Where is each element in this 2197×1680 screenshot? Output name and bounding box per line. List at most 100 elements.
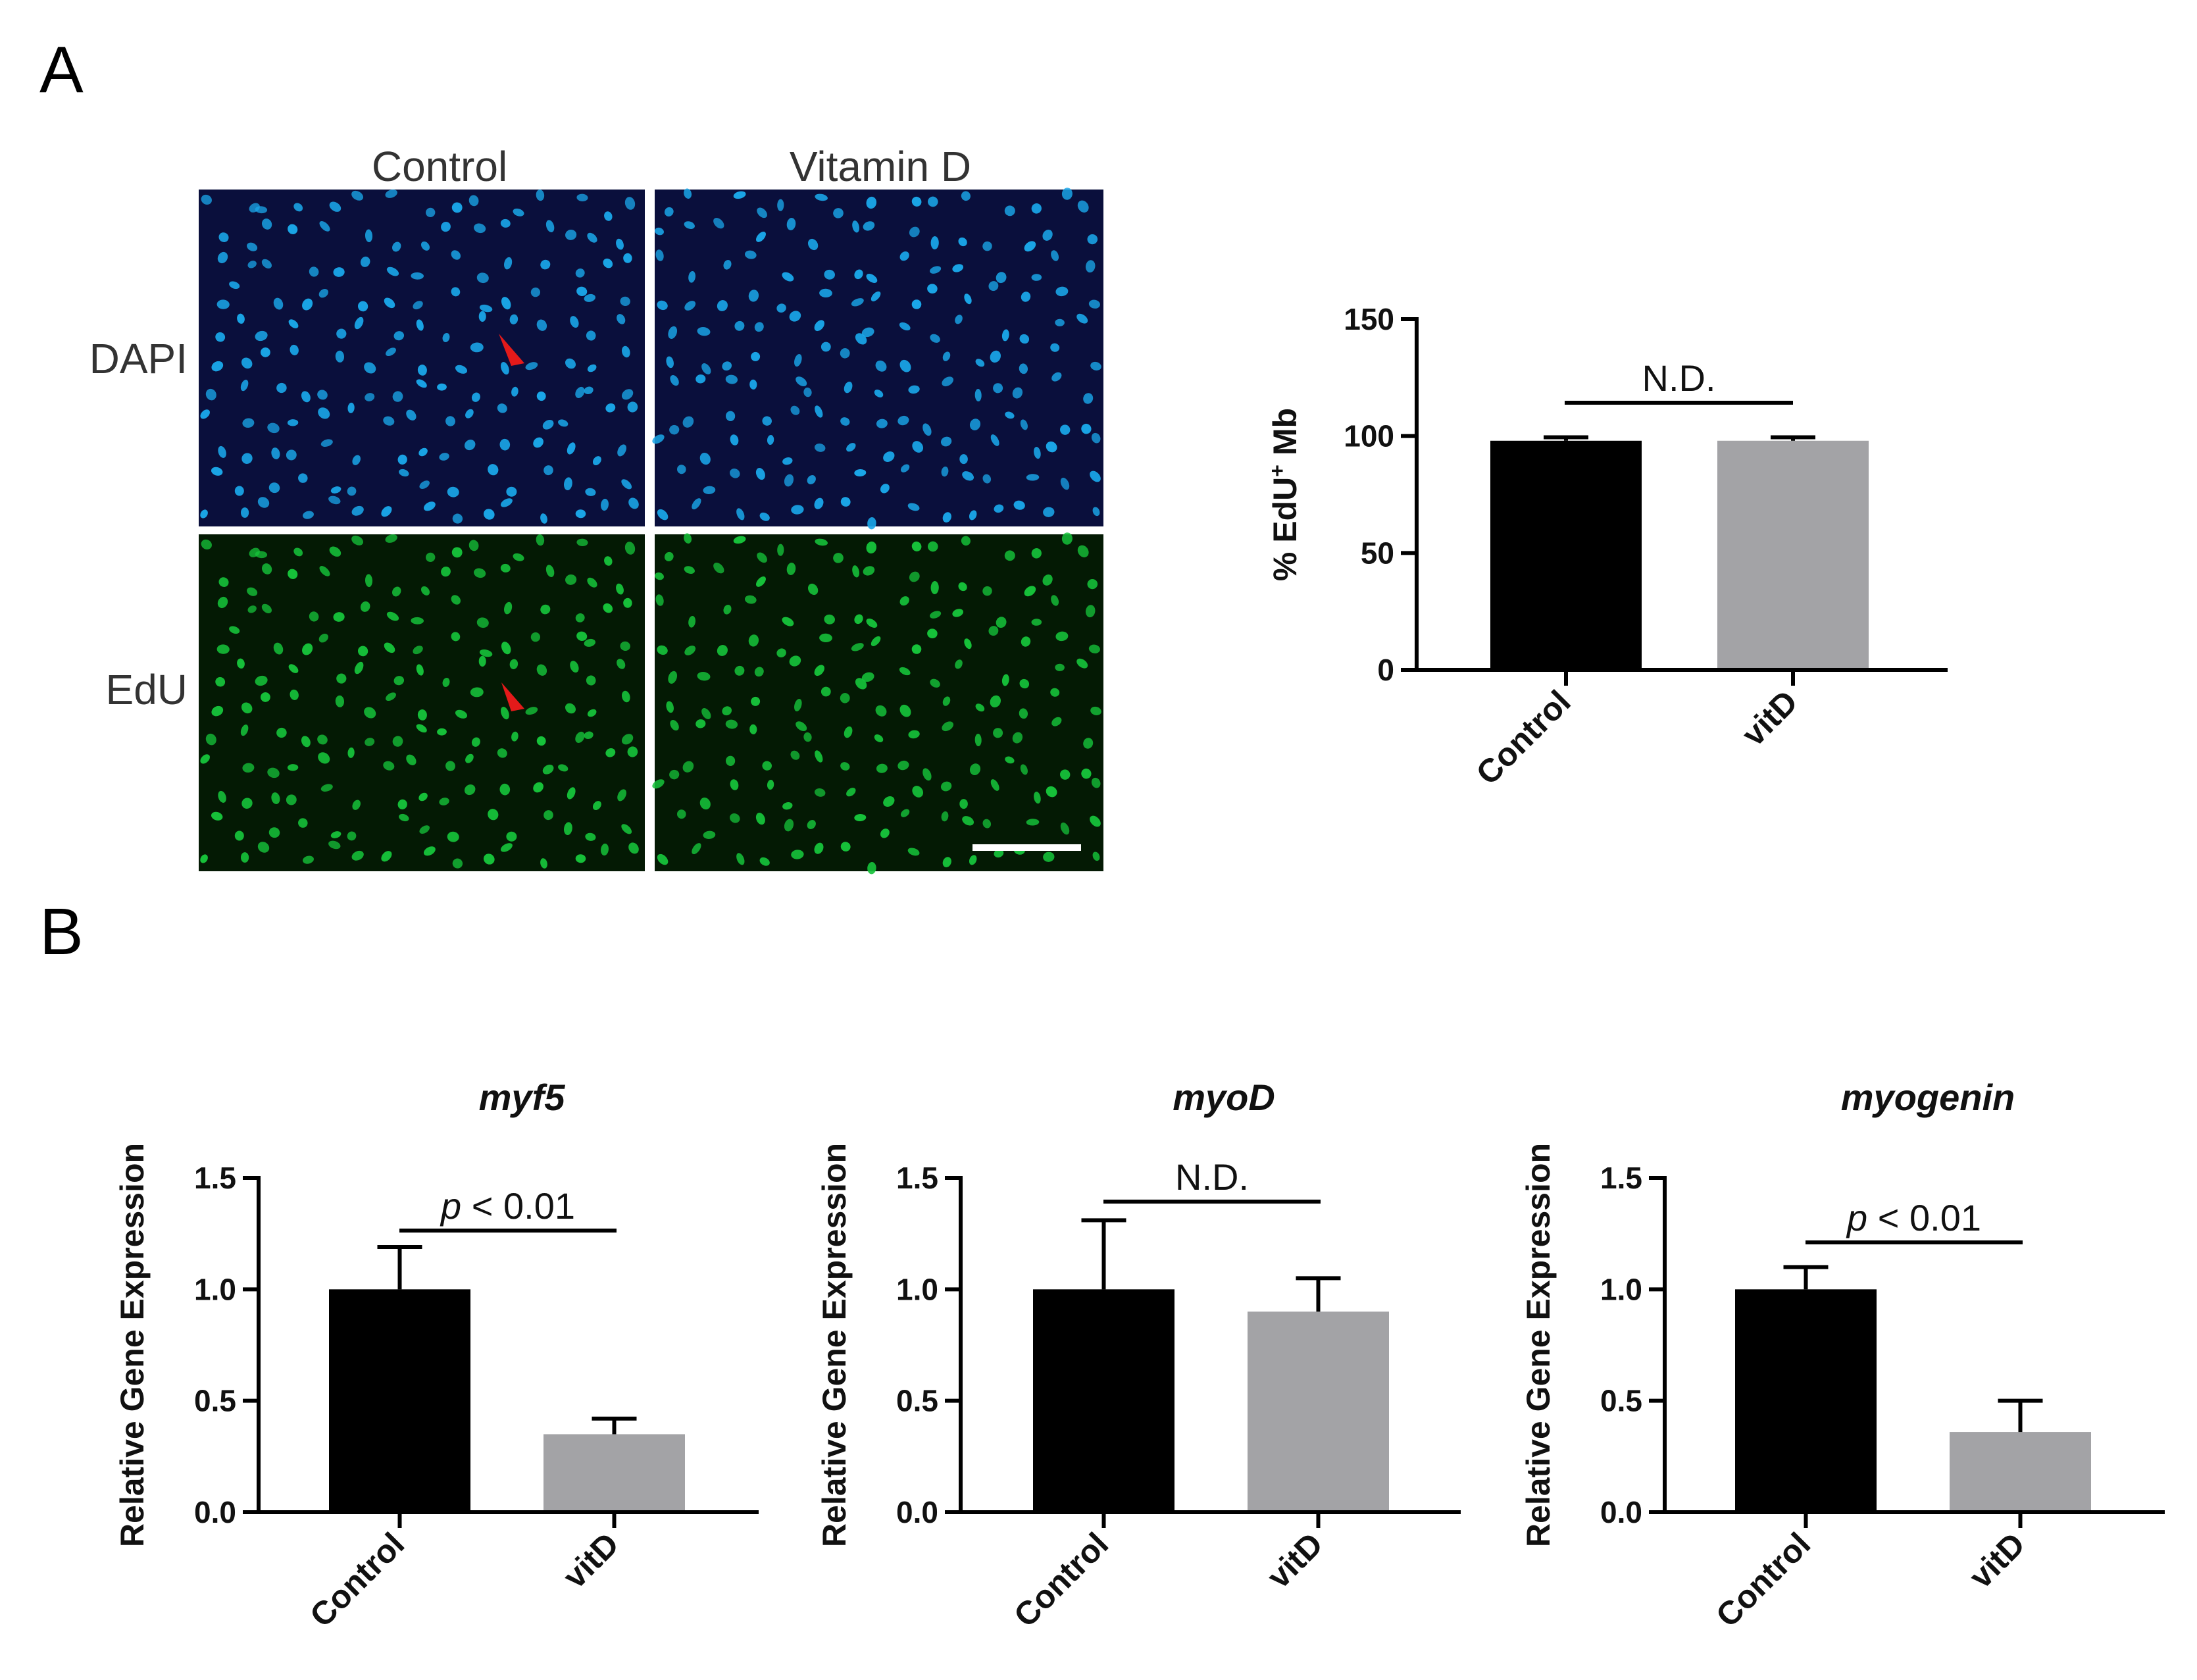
nucleus-edu-vitamin-d [657, 645, 668, 655]
nucleus-dapi-control [575, 268, 585, 278]
nucleus-dapi-control [364, 362, 376, 374]
nucleus-dapi-control [592, 456, 601, 466]
nucleus-edu-vitamin-d [871, 636, 881, 646]
nucleus-edu-vitamin-d [993, 728, 1003, 738]
nucleus-dapi-vitamin-d [723, 259, 732, 270]
nucleus-edu-vitamin-d [942, 857, 951, 867]
nucleus-dapi-vitamin-d [969, 510, 977, 521]
nucleus-edu-vitamin-d [699, 798, 711, 810]
nucleus-dapi-vitamin-d [657, 509, 669, 521]
nucleus-dapi-vitamin-d [964, 293, 972, 305]
nucleus-edu-vitamin-d [668, 671, 678, 684]
nucleus-dapi-vitamin-d [703, 486, 716, 494]
chart-title: myogenin [1841, 1077, 2015, 1118]
nucleus-edu-control [628, 842, 639, 854]
bar-vitd [1248, 1311, 1389, 1512]
nucleus-dapi-control [536, 190, 545, 201]
column-label-vitamin-d: Vitamin D [790, 143, 971, 190]
nucleus-edu-vitamin-d [684, 646, 696, 655]
y-tick-label: 50 [1361, 536, 1394, 570]
nucleus-dapi-vitamin-d [701, 363, 711, 374]
nucleus-edu-vitamin-d [866, 541, 877, 554]
x-tick-label-vitd: vitD [1962, 1525, 2032, 1595]
nucleus-dapi-vitamin-d [1051, 372, 1062, 382]
nucleus-edu-control [333, 612, 345, 622]
nucleus-edu-control [416, 724, 427, 733]
nucleus-dapi-vitamin-d [897, 415, 909, 426]
nucleus-dapi-control [470, 342, 484, 353]
nucleus-edu-vitamin-d [807, 583, 819, 596]
nucleus-edu-vitamin-d [1087, 578, 1098, 590]
nucleus-dapi-control [584, 386, 593, 395]
nucleus-dapi-control [317, 390, 328, 400]
nucleus-edu-control [452, 858, 463, 869]
bar-control [329, 1289, 470, 1512]
nucleus-edu-vitamin-d [655, 594, 664, 606]
nucleus-dapi-vitamin-d [1019, 334, 1030, 344]
nucleus-dapi-control [622, 345, 630, 358]
nucleus-edu-control [417, 709, 427, 721]
nucleus-edu-vitamin-d [824, 614, 835, 624]
nucleus-edu-control [357, 646, 368, 657]
nucleus-edu-control [354, 661, 364, 675]
nucleus-dapi-vitamin-d [988, 281, 999, 292]
nucleus-dapi-control [575, 386, 585, 398]
nucleus-dapi-control [439, 453, 449, 461]
nucleus-edu-control [298, 818, 308, 828]
nucleus-edu-vitamin-d [713, 563, 724, 574]
nucleus-dapi-control [442, 333, 450, 342]
y-tick-label: 100 [1344, 419, 1394, 453]
nucleus-dapi-vitamin-d [1081, 423, 1092, 434]
nucleus-dapi-vitamin-d [1005, 411, 1015, 419]
nucleus-edu-control [451, 547, 463, 558]
chart-edu: 0 50 100 150 Control vitD % EdU+ Mb N.D. [1265, 302, 1948, 792]
nucleus-edu-control [536, 664, 547, 676]
nucleus-dapi-vitamin-d [969, 419, 981, 430]
bar-vitd [1950, 1432, 2091, 1512]
nucleus-edu-vitamin-d [1055, 663, 1065, 671]
nucleus-edu-control [513, 553, 524, 561]
nucleus-edu-vitamin-d [955, 659, 963, 669]
nucleus-edu-vitamin-d [974, 734, 982, 746]
y-tick-label: 1.5 [896, 1161, 938, 1195]
nucleus-edu-control [211, 811, 223, 821]
nucleus-edu-control [240, 725, 249, 736]
nucleus-dapi-vitamin-d [1001, 329, 1009, 342]
nucleus-edu-vitamin-d [844, 726, 853, 738]
nucleus-dapi-control [333, 267, 345, 277]
y-tick-label: 1.0 [194, 1272, 236, 1306]
nucleus-dapi-vitamin-d [1046, 441, 1057, 453]
nucleus-edu-vitamin-d [757, 552, 767, 563]
chart-myf5: myf5 0.0 0.5 1.0 1.5 Control vitD Relative Gene… [114, 1077, 759, 1634]
nucleus-dapi-vitamin-d [844, 381, 853, 394]
nucleus-edu-vitamin-d [876, 763, 888, 773]
nucleus-dapi-vitamin-d [814, 443, 826, 452]
nucleus-edu-control [621, 824, 632, 834]
nucleus-edu-control [616, 583, 624, 595]
nucleus-edu-control [288, 664, 299, 673]
nucleus-dapi-vitamin-d [1088, 299, 1100, 309]
nucleus-dapi-control [565, 229, 577, 240]
nucleus-dapi-vitamin-d [961, 191, 971, 201]
nucleus-edu-control [587, 709, 597, 717]
nucleus-dapi-control [298, 473, 308, 483]
nucleus-edu-control [465, 753, 474, 763]
nucleus-dapi-vitamin-d [900, 464, 910, 472]
nucleus-edu-control [257, 842, 270, 853]
nucleus-dapi-control [320, 439, 333, 447]
nucleus-dapi-control [603, 258, 613, 268]
nucleus-dapi-vitamin-d [655, 249, 664, 261]
nucleus-edu-control [536, 736, 546, 746]
nucleus-edu-vitamin-d [964, 638, 972, 649]
nucleus-dapi-vitamin-d [684, 301, 696, 311]
nucleus-edu-vitamin-d [1090, 815, 1101, 827]
nucleus-edu-control [451, 595, 461, 605]
bar-control [1033, 1289, 1174, 1512]
nucleus-edu-control [287, 764, 299, 771]
nucleus-edu-vitamin-d [748, 634, 759, 647]
nucleus-edu-control [335, 695, 345, 707]
chart-myogenin: myogenin 0.0 0.5 1.0 1.5 Control vitD Relative … [1520, 1077, 2165, 1634]
nucleus-edu-control [234, 830, 244, 841]
nucleus-edu-vitamin-d [1034, 792, 1041, 804]
nucleus-dapi-vitamin-d [730, 434, 739, 445]
